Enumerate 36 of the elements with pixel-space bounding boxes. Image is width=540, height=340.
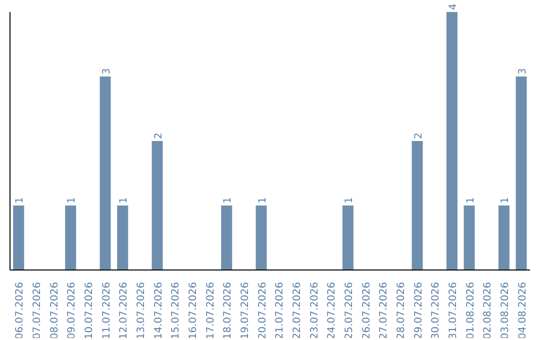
x-tick-label: 13.07.2026 bbox=[136, 282, 147, 340]
data-label: 1 bbox=[66, 197, 78, 204]
data-label: 1 bbox=[344, 197, 355, 204]
bar bbox=[412, 141, 423, 270]
bar bbox=[446, 12, 458, 270]
data-label: 1 bbox=[500, 197, 511, 204]
data-label: 1 bbox=[257, 197, 268, 204]
data-label: 1 bbox=[222, 197, 234, 204]
data-label: 2 bbox=[413, 132, 424, 139]
data-label: 1 bbox=[465, 197, 476, 204]
x-tick-label: 15.07.2026 bbox=[170, 282, 182, 340]
data-label: 1 bbox=[14, 197, 26, 204]
x-tick-label: 17.07.2026 bbox=[205, 282, 216, 340]
bar bbox=[498, 206, 510, 270]
x-tick-label: 16.07.2026 bbox=[188, 282, 199, 340]
x-tick-label: 12.07.2026 bbox=[118, 282, 130, 340]
bar bbox=[100, 76, 111, 270]
bar bbox=[152, 141, 163, 270]
x-tick-label: 14.07.2026 bbox=[153, 282, 164, 340]
bar bbox=[13, 206, 24, 270]
x-tick-label: 10.07.2026 bbox=[84, 282, 95, 340]
bar bbox=[65, 206, 76, 270]
bar bbox=[256, 206, 267, 270]
bar bbox=[464, 206, 475, 270]
data-label: 4 bbox=[448, 4, 459, 10]
bar bbox=[342, 206, 354, 270]
data-label: 3 bbox=[101, 68, 112, 74]
data-label: 1 bbox=[118, 197, 130, 204]
x-tick-label: 18.07.2026 bbox=[222, 282, 234, 340]
data-label: 2 bbox=[153, 132, 164, 139]
bar bbox=[221, 206, 232, 270]
x-tick-label: 19.07.2026 bbox=[240, 282, 251, 340]
bar bbox=[117, 206, 128, 270]
bar bbox=[516, 76, 527, 270]
x-tick-label: 11.07.2026 bbox=[101, 282, 112, 340]
data-label: 3 bbox=[517, 68, 528, 74]
